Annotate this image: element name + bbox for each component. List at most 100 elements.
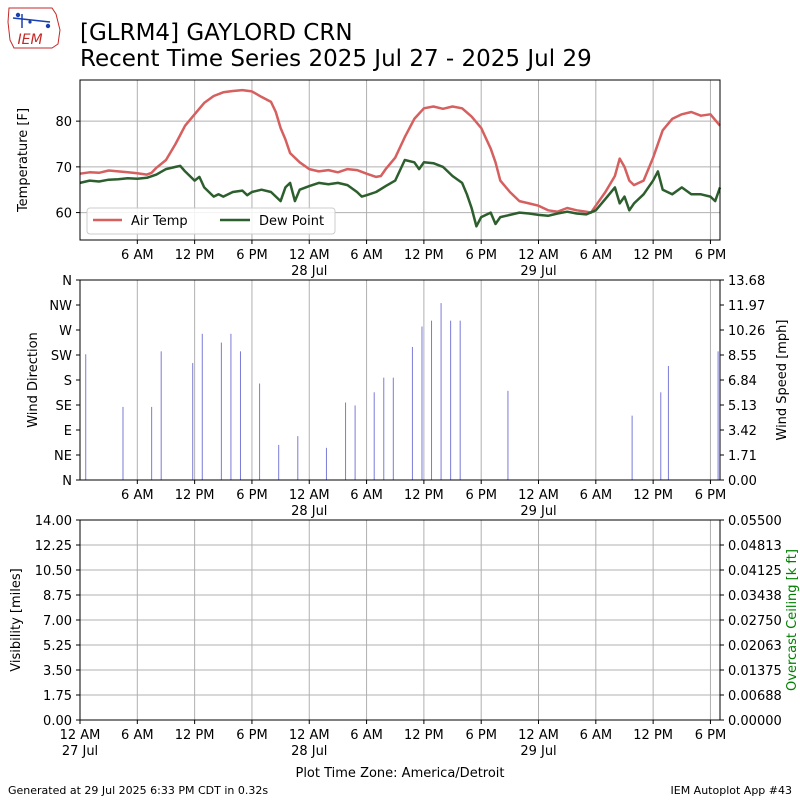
wind-speed-bar xyxy=(278,444,280,480)
visibility-tick-label: 12.25 xyxy=(35,539,72,554)
x-tick-label: 6 AM xyxy=(580,728,613,743)
wind-speed-bar xyxy=(507,390,509,480)
visibility-tick-label: 10.50 xyxy=(35,564,72,579)
x-tick-label: 6 PM xyxy=(695,248,726,263)
wind-speed-bar xyxy=(411,346,413,480)
wind-direction-tick-label: NE xyxy=(54,449,72,464)
generated-timestamp: Generated at 29 Jul 2025 6:33 PM CDT in … xyxy=(8,784,268,797)
temperature-legend: Air Temp Dew Point xyxy=(86,207,336,235)
wind-speed-bar xyxy=(230,333,232,480)
x-tick-label: 6 AM xyxy=(350,248,383,263)
x-tick-label: 12 PM xyxy=(175,248,215,263)
ceiling-tick-label: 0.04125 xyxy=(728,564,782,579)
visibility-tick-label: 1.75 xyxy=(43,689,72,704)
ceiling-tick-label: 0.02750 xyxy=(728,614,782,629)
iem-logo: IEM xyxy=(7,7,61,49)
x-tick-date-label: 29 Jul xyxy=(520,504,556,519)
wind-direction-tick-label: E xyxy=(64,424,72,439)
wind-speed-bar xyxy=(192,363,194,480)
series-line-air-temp xyxy=(79,88,721,214)
x-tick-date-label: 29 Jul xyxy=(520,744,556,759)
wind-speed-ticks: 0.00 1.71 3.42 5.13 6.84 8.55 10.26 11.97 13.68 xyxy=(720,274,765,489)
x-tick-label: 12 AM xyxy=(518,248,559,263)
wind-speed-bar xyxy=(239,351,241,480)
visibility-tick-label: 0.00 xyxy=(43,714,72,729)
series-line-dew-point xyxy=(79,158,722,228)
visibility-ticks: 0.00 1.75 3.50 5.25 7.00 8.75 10.50 12.25 14.00 xyxy=(35,514,80,729)
wind-speed-tick-label: 11.97 xyxy=(728,299,765,314)
x-tick-label: 6 PM xyxy=(695,488,726,503)
visibility-panel: 0.001.753.505.257.008.7510.5012.2514.00 … xyxy=(9,514,800,759)
visibility-tick-label: 14.00 xyxy=(35,514,72,529)
x-tick-label: 6 PM xyxy=(465,728,496,743)
visibility-tick-label: 7.00 xyxy=(43,614,72,629)
x-tick-label: 6 AM xyxy=(350,728,383,743)
wind-speed-bar xyxy=(160,351,162,480)
legend-label-dew-point: Dew Point xyxy=(259,214,324,229)
x-tick-label: 6 AM xyxy=(121,488,154,503)
wind-speed-tick-label: 6.84 xyxy=(728,374,757,389)
ceiling-tick-label: 0.01375 xyxy=(728,664,782,679)
wind-speed-bar xyxy=(354,405,356,480)
x-tick-label: 12 PM xyxy=(404,728,444,743)
wind-panel: N NE E SE S SW W NW N 0.00 1.71 3.42 5.13 6.84 8.55 10… xyxy=(26,274,790,519)
wind-speed-tick-label: 10.26 xyxy=(728,324,765,339)
logo-line-icon xyxy=(12,17,51,23)
autoplot-app-id: IEM Autoplot App #43 xyxy=(671,784,793,797)
ceiling-tick-label: 0.00000 xyxy=(728,714,782,729)
wind-speed-tick-label: 13.68 xyxy=(728,274,765,289)
wind-speed-bar xyxy=(383,377,385,480)
logo-text: IEM xyxy=(17,32,42,48)
wind-speed-bar xyxy=(325,447,327,480)
x-tick-label: 6 AM xyxy=(580,248,613,263)
x-tick-label: 12 AM xyxy=(60,728,101,743)
x-tick-label: 12 AM xyxy=(289,248,330,263)
x-tick-date-label: 28 Jul xyxy=(291,744,327,759)
x-tick-date-label: 29 Jul xyxy=(520,264,556,279)
ceiling-tick-label: 0.02063 xyxy=(728,639,782,654)
wind-direction-tick-label: SE xyxy=(56,399,72,414)
wind-speed-tick-label: 0.00 xyxy=(728,474,757,489)
y-tick-label: 60 xyxy=(55,207,72,222)
x-tick-label: 6 PM xyxy=(236,488,267,503)
wind-direction-tick-label: SW xyxy=(51,349,72,364)
x-tick-date-label: 28 Jul xyxy=(291,504,327,519)
wind-speed-bar xyxy=(85,354,87,480)
wind-speed-bar xyxy=(259,383,261,480)
wind-speed-bar xyxy=(373,392,375,480)
wind-speed-tick-label: 1.71 xyxy=(728,449,757,464)
ceiling-tick-label: 0.04813 xyxy=(728,539,782,554)
chart-title-line2: Recent Time Series 2025 Jul 27 - 2025 Ju… xyxy=(80,46,592,72)
wind-axes-frame xyxy=(79,279,721,481)
wind-direction-tick-label: NW xyxy=(49,299,72,314)
x-tick-label: 6 PM xyxy=(695,728,726,743)
wind-speed-tick-label: 3.42 xyxy=(728,424,757,439)
wind-speed-bar xyxy=(421,326,423,480)
state-outline-icon xyxy=(7,7,61,49)
logo-dot-icon xyxy=(15,12,21,18)
x-axis-label: Plot Time Zone: America/Detroit xyxy=(295,766,504,781)
ceiling-tick-label: 0.00688 xyxy=(728,689,782,704)
wind-speed-bar xyxy=(220,342,222,480)
x-tick-label: 12 AM xyxy=(289,728,330,743)
chart-title-line1: [GLRM4] GAYLORD CRN xyxy=(80,20,353,46)
wind-direction-tick-label: N xyxy=(62,474,72,489)
x-tick-label: 12 PM xyxy=(633,488,673,503)
visibility-axis-label: Visibility [miles] xyxy=(9,568,24,671)
x-tick-label: 6 AM xyxy=(121,728,154,743)
x-tick-label: 12 AM xyxy=(289,488,330,503)
temperature-y-ticks: 60 70 80 xyxy=(55,115,80,222)
wind-speed-bar xyxy=(151,406,153,480)
visibility-tick-label: 3.50 xyxy=(43,664,72,679)
x-tick-label: 12 PM xyxy=(633,728,673,743)
wind-speed-bar xyxy=(440,303,442,480)
x-tick-label: 6 PM xyxy=(236,728,267,743)
x-tick-label: 6 AM xyxy=(121,248,154,263)
x-tick-label: 6 PM xyxy=(465,488,496,503)
wind-speed-tick-label: 5.13 xyxy=(728,399,757,414)
wind-speed-axis-label: Wind Speed [mph] xyxy=(775,320,790,441)
x-tick-label: 12 PM xyxy=(175,728,215,743)
